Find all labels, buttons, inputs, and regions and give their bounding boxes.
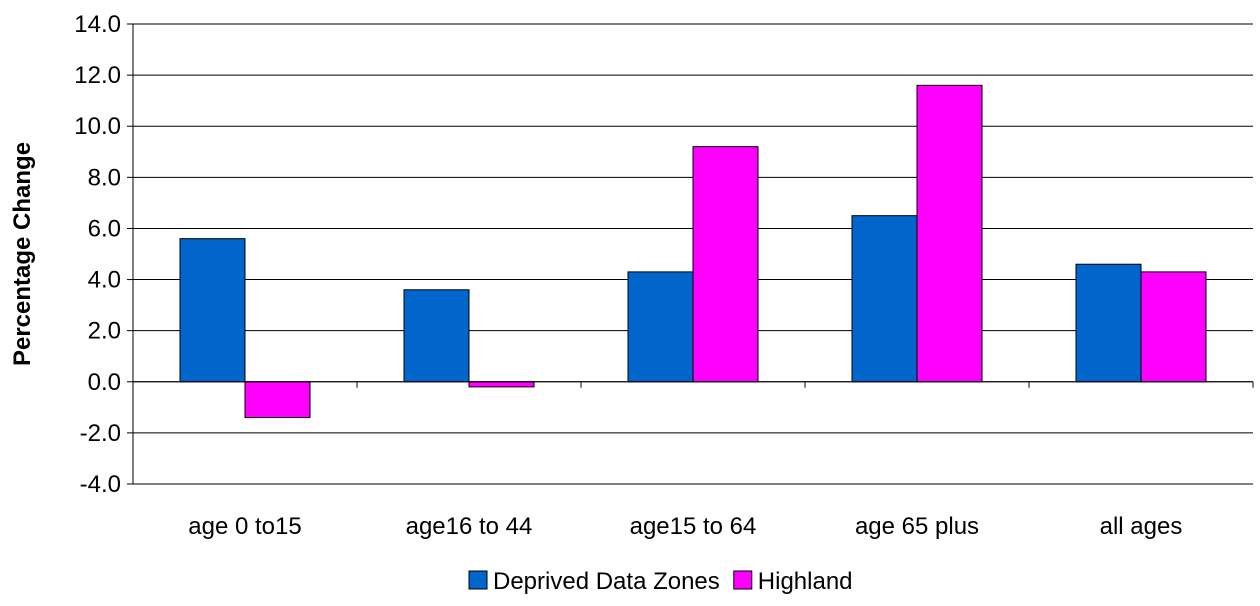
y-tick-label: 0.0: [88, 369, 121, 396]
y-tick-label: 6.0: [88, 215, 121, 242]
legend-swatch: [733, 570, 753, 590]
bar-highland: [916, 84, 983, 383]
y-tick-label: -4.0: [80, 471, 121, 498]
legend-label: Highland: [758, 568, 853, 595]
y-tick-label: 4.0: [88, 267, 121, 294]
y-tick-labels: -4.0 -2.0 0.0 2.0 4.0 6.0 8.0 10.0 12.0 14.0: [74, 11, 121, 498]
bar-highland: [468, 381, 535, 388]
x-tick-label: all ages: [1100, 513, 1183, 540]
bars: [179, 84, 1207, 419]
x-tick-label: age16 to 44: [406, 513, 533, 540]
bar-deprived-data-zones: [627, 271, 694, 383]
bar-highland: [244, 381, 311, 419]
legend-swatch: [468, 570, 488, 590]
legend-label: Deprived Data Zones: [493, 568, 720, 595]
bar-deprived-data-zones: [179, 238, 246, 383]
y-tick-label: 10.0: [74, 113, 121, 140]
y-axis-title: Percentage Change: [9, 142, 36, 366]
y-tick-label: 8.0: [88, 164, 121, 191]
y-tick-label: 2.0: [88, 318, 121, 345]
x-tick-label: age 65 plus: [855, 513, 979, 540]
bar-highland: [692, 146, 759, 383]
axes: [127, 23, 1254, 485]
y-tick-label: 12.0: [74, 62, 121, 89]
bar-deprived-data-zones: [403, 289, 470, 383]
bar-deprived-data-zones: [851, 215, 918, 383]
y-tick-label: 14.0: [74, 11, 121, 38]
x-tick-label: age15 to 64: [630, 513, 757, 540]
bar-highland: [1140, 271, 1207, 383]
x-tick-label: age 0 to15: [188, 513, 301, 540]
bar-deprived-data-zones: [1075, 263, 1142, 383]
legend: Deprived Data Zones Highland: [468, 568, 853, 595]
x-tick-labels: age 0 to15 age16 to 44 age15 to 64 age 65 p…: [188, 513, 1182, 540]
y-tick-label: -2.0: [80, 420, 121, 447]
